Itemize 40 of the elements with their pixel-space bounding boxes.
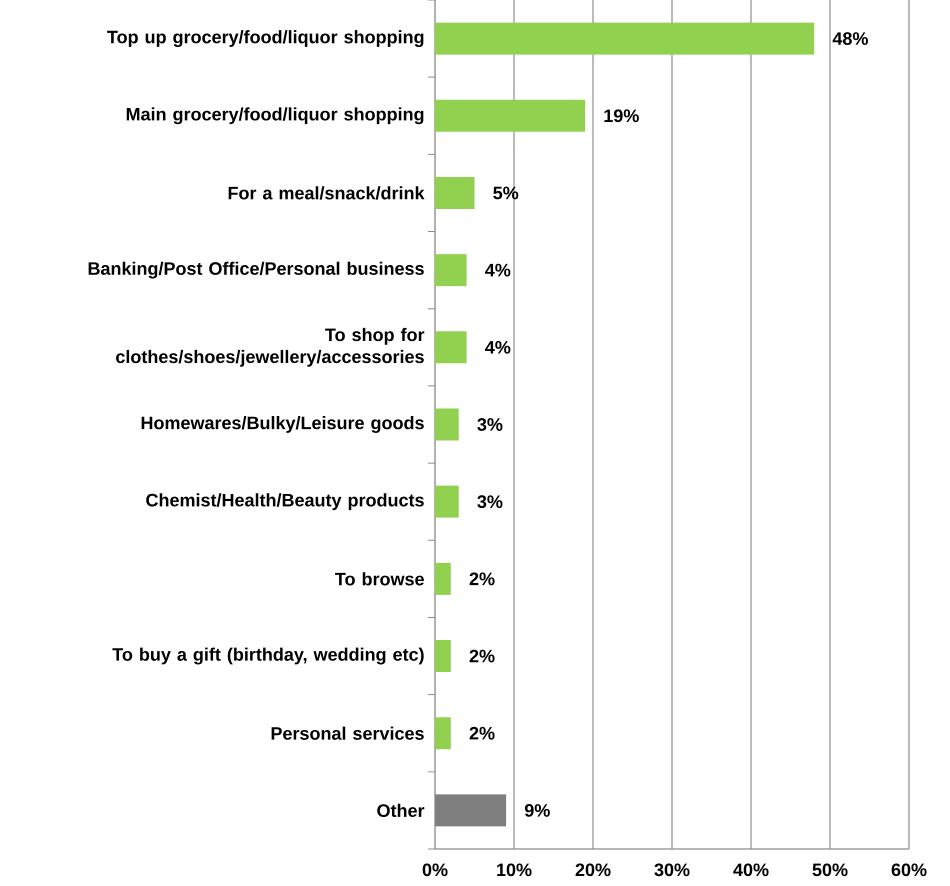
y-tick-label: Banking/Post Office/Personal business — [88, 262, 424, 279]
data-label: 4% — [485, 340, 510, 354]
data-label: 4% — [485, 264, 510, 276]
x-tick-label: 0% — [422, 863, 448, 876]
y-tick-label: Homewares/Bulky/Leisure goods — [142, 416, 424, 433]
bar — [435, 486, 459, 518]
data-label: 2% — [470, 726, 495, 740]
data-label: 48% — [832, 32, 868, 45]
data-label: 2% — [470, 572, 495, 586]
x-tick-label: 60% — [892, 863, 927, 876]
y-tick-label: For a meal/snack/drink — [228, 186, 425, 200]
bar — [435, 331, 467, 364]
y-tick-label: Chemist/Health/Beauty products — [146, 493, 424, 510]
data-label: 5% — [493, 186, 518, 200]
x-tick-label: 30% — [654, 863, 690, 876]
bar — [435, 408, 459, 440]
y-tick-label: To buy a gift (birthday, wedding etc) — [112, 648, 424, 664]
x-tick-label: 20% — [576, 863, 611, 876]
x-tick-label: 40% — [733, 863, 769, 876]
y-tick-label: Top up grocery/food/liquor shopping — [107, 30, 424, 48]
bar — [435, 640, 451, 672]
bar — [435, 22, 814, 55]
data-label: 3% — [477, 495, 502, 508]
x-tick-label: 10% — [497, 863, 532, 876]
bar — [435, 254, 467, 286]
data-label: 9% — [524, 804, 550, 817]
y-tick-label: Personal services — [272, 726, 424, 740]
bar — [435, 794, 506, 826]
data-label: 2% — [470, 650, 495, 662]
x-tick-label: 50% — [812, 863, 848, 876]
bar — [435, 100, 586, 132]
y-tick-label: Main grocery/food/liquor shopping — [126, 107, 424, 124]
bar — [435, 176, 475, 209]
data-label: 3% — [477, 418, 502, 431]
y-tick-label: To shop for clothes/shoes/jewellery/accessories — [116, 328, 424, 367]
y-tick-label: Other — [377, 804, 424, 818]
data-label: 19% — [604, 109, 639, 122]
bar — [435, 717, 451, 750]
y-tick-label: To browse — [335, 572, 424, 586]
bar — [435, 562, 451, 595]
